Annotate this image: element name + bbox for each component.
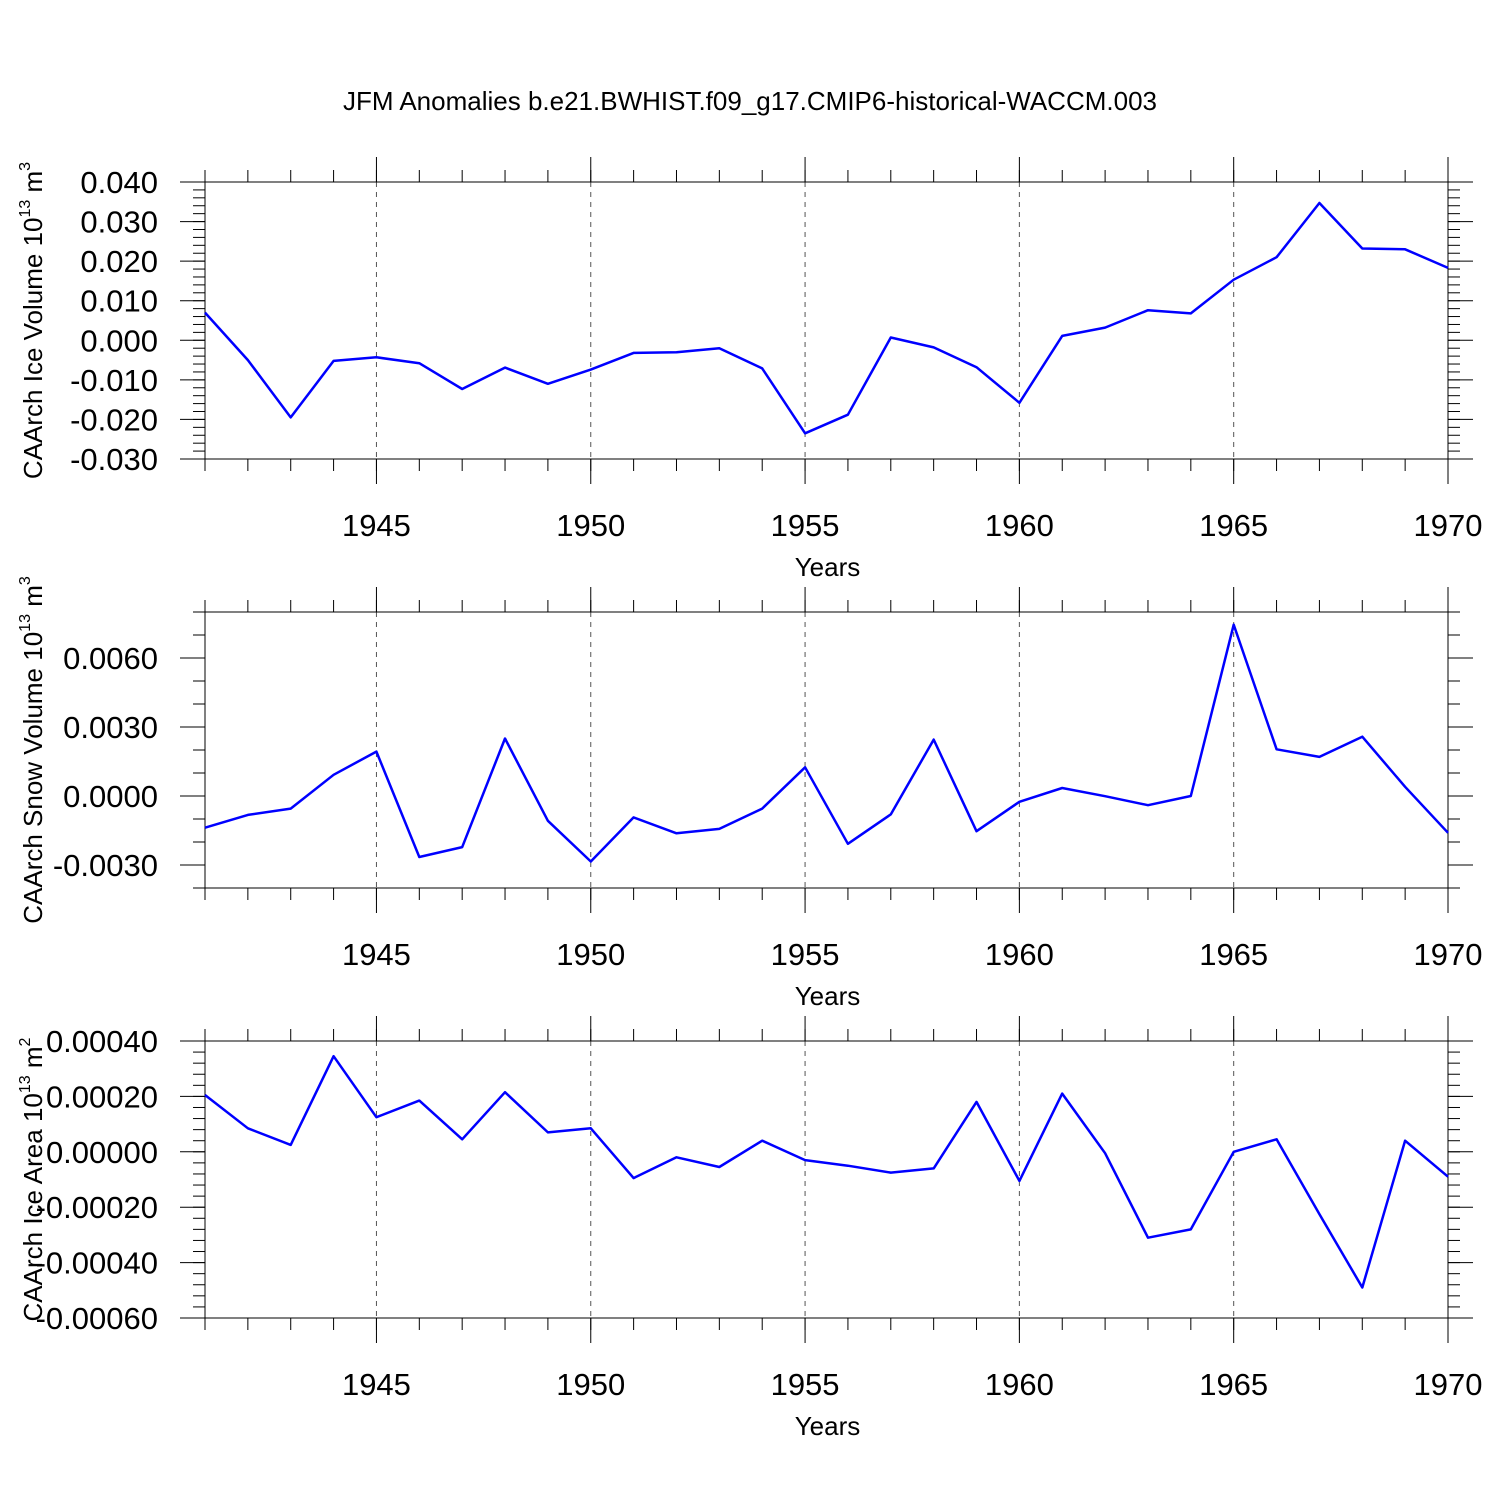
- x-tick-label: 1955: [771, 1367, 840, 1402]
- x-tick-label: 1950: [556, 937, 625, 972]
- x-tick-label: 1970: [1414, 937, 1483, 972]
- series-line: [204, 1054, 1449, 1289]
- x-tick-label: 1965: [1199, 1367, 1268, 1402]
- y-tick-label: 0.0000: [63, 779, 158, 814]
- x-axis-label: Years: [795, 981, 861, 1011]
- x-tick-label: 1965: [1199, 937, 1268, 972]
- x-tick-label: 1955: [771, 508, 840, 543]
- y-tick-label: -0.0030: [53, 848, 158, 883]
- y-tick-label: 0.020: [80, 244, 158, 279]
- y-tick-label: -0.020: [70, 402, 158, 437]
- plot-frame: [204, 181, 1449, 460]
- x-tick-label: 1945: [342, 508, 411, 543]
- x-tick-label: 1960: [985, 508, 1054, 543]
- x-axis-label: Years: [795, 552, 861, 582]
- x-tick-label: 1945: [342, 937, 411, 972]
- y-axis-label: CAArch Snow Volume 1013 m3: [17, 576, 48, 924]
- x-tick-label: 1950: [556, 508, 625, 543]
- y-tick-label: 0.010: [80, 284, 158, 319]
- y-tick-label: -0.010: [70, 363, 158, 398]
- x-tick-label: 1970: [1414, 508, 1483, 543]
- y-tick-label: 0.030: [80, 205, 158, 240]
- plot-frame: [204, 611, 1449, 889]
- y-axis-label: CAArch Ice Area 1013 m2: [17, 1037, 48, 1321]
- figure-title: JFM Anomalies b.e21.BWHIST.f09_g17.CMIP6…: [343, 86, 1157, 116]
- y-tick-label: 0.00040: [46, 1024, 158, 1059]
- x-tick-label: 1960: [985, 1367, 1054, 1402]
- x-tick-label: 1970: [1414, 1367, 1483, 1402]
- x-tick-label: 1955: [771, 937, 840, 972]
- series-line: [204, 623, 1449, 863]
- plot-frame: [204, 1040, 1449, 1319]
- y-tick-label: 0.00020: [46, 1079, 158, 1114]
- y-tick-label: 0.040: [80, 165, 158, 200]
- x-tick-label: 1950: [556, 1367, 625, 1402]
- y-tick-label: 0.0060: [63, 641, 158, 676]
- x-tick-label: 1945: [342, 1367, 411, 1402]
- y-axis-label: CAArch Ice Volume 1013 m3: [17, 162, 48, 479]
- y-tick-label: -0.00020: [36, 1190, 158, 1225]
- y-tick-label: -0.00040: [36, 1246, 158, 1281]
- x-tick-label: 1965: [1199, 508, 1268, 543]
- y-tick-label: 0.00000: [46, 1135, 158, 1170]
- y-tick-label: 0.0030: [63, 710, 158, 745]
- y-tick-label: -0.030: [70, 442, 158, 477]
- x-tick-label: 1960: [985, 937, 1054, 972]
- y-tick-label: -0.00060: [36, 1301, 158, 1336]
- y-tick-label: 0.000: [80, 323, 158, 358]
- series-line: [204, 201, 1449, 435]
- x-axis-label: Years: [795, 1411, 861, 1441]
